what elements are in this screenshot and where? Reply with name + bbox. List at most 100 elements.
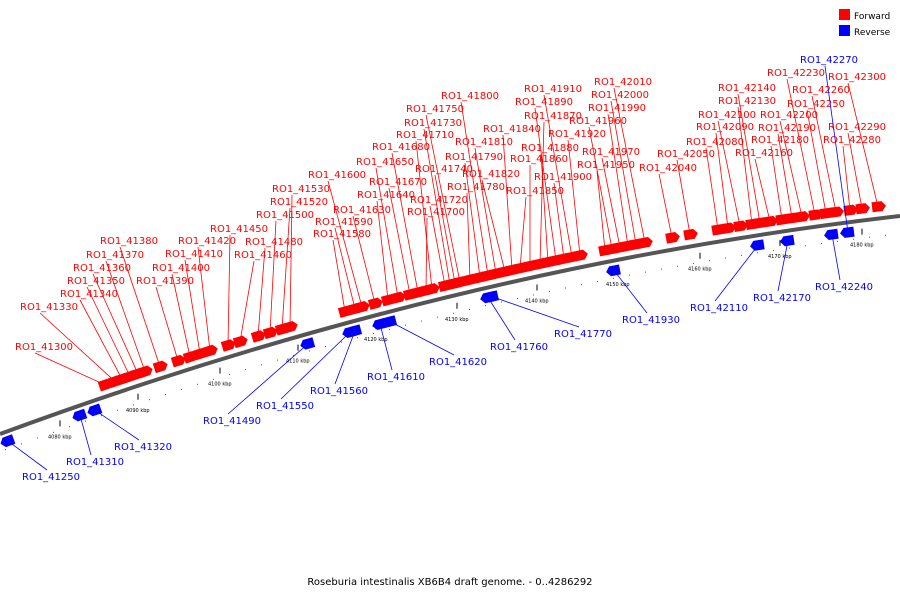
reverse-gene-shape [484, 290, 499, 303]
forward-gene-arrow [152, 360, 168, 374]
forward-gene-shape [855, 203, 870, 215]
forward-gene-label: RO1_41630 [333, 205, 391, 216]
forward-gene-label: RO1_41390 [136, 276, 194, 287]
forward-gene-label: RO1_41650 [356, 157, 414, 168]
reverse-gene-leader [79, 415, 92, 456]
reverse-gene-label: RO1_42110 [690, 303, 748, 314]
minor-tick [565, 287, 566, 289]
forward-gene-label: RO1_42100 [698, 110, 756, 121]
forward-gene-leader [519, 196, 527, 269]
forward-gene-label: RO1_42190 [758, 123, 816, 134]
forward-gene-shape [795, 211, 810, 223]
forward-gene-leader [227, 234, 231, 346]
forward-gene-label: RO1_41960 [569, 116, 627, 127]
forward-gene-label: RO1_41820 [462, 169, 520, 180]
genome-backbone [0, 214, 900, 436]
legend-forward-label: Forward [854, 12, 890, 22]
forward-gene-label: RO1_41860 [510, 154, 568, 165]
forward-gene-leader [415, 140, 433, 289]
forward-gene-label: RO1_42140 [718, 83, 776, 94]
forward-gene-arrow [808, 209, 823, 221]
forward-gene-leader [705, 147, 719, 230]
reverse-gene-arrow [750, 239, 765, 251]
forward-gene-label: RO1_41790 [445, 152, 503, 163]
forward-gene-leader [806, 109, 827, 214]
reverse-gene-arrow [840, 226, 855, 238]
forward-gene-label: RO1_41370 [86, 250, 144, 261]
minor-tick [469, 308, 470, 310]
minor-tick [661, 268, 662, 270]
reverse-gene-shape [347, 324, 363, 337]
forward-gene-label: RO1_41330 [20, 302, 78, 313]
forward-gene-shape [763, 215, 778, 228]
forward-gene-arrow [202, 344, 218, 358]
minor-tick [133, 404, 134, 406]
reverse-gene-arrow [87, 403, 103, 417]
forward-gene-arrow [390, 291, 406, 304]
forward-gene-leader [105, 260, 146, 372]
forward-gene-leader [332, 239, 346, 312]
forward-gene-leader [257, 247, 266, 337]
map-caption: Roseburia intestinalis XB6B4 draft genom… [307, 577, 593, 588]
forward-gene-arrow [424, 283, 440, 296]
minor-tick [69, 426, 70, 428]
reverse-gene-shape [750, 239, 765, 251]
forward-gene-label: RO1_41300 [15, 342, 73, 353]
minor-tick [629, 274, 630, 276]
forward-gene-label: RO1_41900 [534, 172, 592, 183]
forward-gene-arrow [250, 330, 266, 343]
reverse-gene-leader [777, 240, 789, 292]
forward-gene-label: RO1_41990 [588, 103, 646, 114]
forward-gene-label: RO1_41380 [100, 236, 158, 247]
forward-gene-shape [262, 326, 278, 340]
minor-tick [373, 332, 374, 334]
reverse-gene-arrow [780, 234, 795, 247]
forward-gene-label: RO1_41950 [577, 160, 635, 171]
reverse-gene-leader [94, 409, 140, 441]
minor-tick [261, 364, 262, 366]
forward-gene-shape [354, 301, 370, 314]
forward-gene-arrow [721, 222, 736, 234]
forward-gene-arrow [871, 201, 886, 213]
forward-gene-label: RO1_42090 [696, 122, 754, 133]
forward-gene-label: RO1_41450 [210, 224, 268, 235]
forward-gene-shape [232, 335, 248, 349]
forward-gene-label: RO1_41400 [152, 263, 210, 274]
forward-gene-leader [388, 187, 411, 295]
forward-gene-leader [425, 217, 428, 291]
minor-tick [229, 373, 230, 375]
forward-gene-shape [220, 339, 236, 352]
forward-gene-arrow [638, 236, 653, 249]
forward-gene-label: RO1_41680 [372, 142, 430, 153]
forward-gene-leader [847, 132, 863, 209]
reverse-gene-leader [824, 65, 849, 233]
forward-gene-leader [779, 120, 803, 217]
reverse-gene-arrow [372, 317, 388, 330]
forward-gene-leader [460, 101, 489, 276]
legend-forward-swatch [839, 9, 850, 20]
reverse-gene-label: RO1_41310 [66, 457, 124, 468]
forward-gene-leader [676, 159, 691, 235]
forward-gene-leader [376, 200, 389, 301]
minor-tick [757, 252, 758, 254]
forward-gene-label: RO1_42230 [767, 68, 825, 79]
forward-gene-leader [119, 246, 161, 367]
minor-tick [853, 238, 854, 240]
forward-gene-leader [847, 82, 879, 207]
minor-tick [309, 350, 310, 352]
forward-gene-leader [811, 95, 837, 213]
forward-gene-label: RO1_41780 [447, 182, 505, 193]
reverse-gene-shape [606, 264, 621, 277]
forward-gene-label: RO1_42040 [639, 163, 697, 174]
forward-gene-arrow [763, 215, 778, 228]
tick-label: 4090 kbp [126, 408, 150, 414]
forward-gene-shape [843, 204, 858, 216]
reverse-gene-label: RO1_41490 [203, 416, 261, 427]
tick-layer: 4080 kbp 4090 kbp 4100 kbp 4110 kbp 4120 kbp… [5, 228, 886, 451]
forward-gene-leader [610, 100, 637, 245]
forward-gene-shape [733, 220, 748, 232]
forward-gene-shape [390, 291, 406, 304]
tick-label: 4120 kbp [364, 337, 388, 343]
forward-gene-leader [281, 207, 291, 330]
